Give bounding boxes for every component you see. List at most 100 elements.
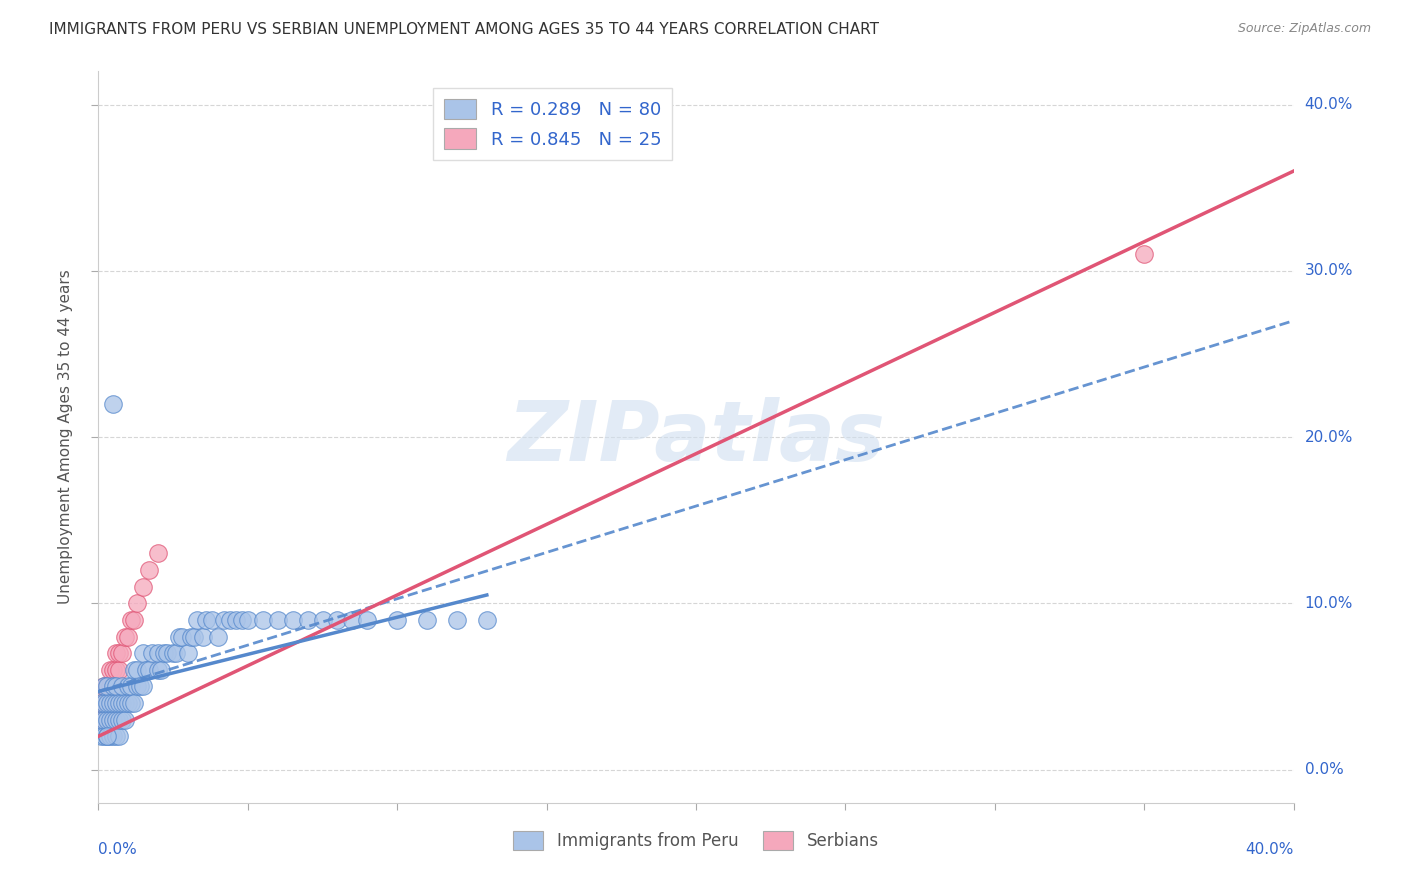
Point [165, 646, 187, 660]
Point [98, 713, 122, 727]
Point [127, 596, 149, 610]
Text: 0.0%: 0.0% [98, 842, 138, 856]
Point [111, 646, 134, 660]
Point [105, 663, 128, 677]
Point [111, 680, 134, 694]
Point [93, 713, 115, 727]
Text: 20.0%: 20.0% [1305, 430, 1353, 444]
Point [105, 646, 128, 660]
Point [138, 663, 160, 677]
Point [111, 713, 134, 727]
Point [124, 613, 146, 627]
Point [96, 729, 118, 743]
Point [93, 696, 115, 710]
Point [98, 663, 122, 677]
Point [90, 729, 112, 743]
Point [127, 663, 149, 677]
Point [183, 630, 205, 644]
Point [93, 713, 115, 727]
Point [141, 646, 163, 660]
Point [105, 696, 128, 710]
Point [90, 696, 112, 710]
Point [167, 630, 190, 644]
Point [103, 713, 125, 727]
Point [114, 630, 136, 644]
Point [98, 680, 122, 694]
Point [267, 613, 290, 627]
Point [231, 613, 253, 627]
Point [103, 696, 125, 710]
Point [180, 630, 202, 644]
Point [191, 630, 214, 644]
Point [98, 696, 122, 710]
Point [120, 680, 142, 694]
Point [186, 613, 208, 627]
Point [129, 680, 152, 694]
Point [148, 546, 170, 560]
Point [108, 713, 131, 727]
Point [135, 663, 157, 677]
Point [120, 696, 142, 710]
Point [162, 646, 184, 660]
Point [117, 696, 139, 710]
Point [156, 646, 179, 660]
Point [96, 696, 118, 710]
Point [120, 613, 142, 627]
Text: 0.0%: 0.0% [1305, 762, 1343, 777]
Point [93, 696, 115, 710]
Point [201, 613, 224, 627]
Point [297, 613, 319, 627]
Point [207, 630, 229, 644]
Point [138, 563, 160, 577]
Point [96, 680, 118, 694]
Point [105, 680, 128, 694]
Point [108, 696, 131, 710]
Point [385, 613, 409, 627]
Point [103, 397, 125, 411]
Point [252, 613, 274, 627]
Point [105, 729, 128, 743]
Point [1133, 247, 1156, 261]
Point [132, 680, 155, 694]
Point [236, 613, 259, 627]
Point [96, 713, 118, 727]
Point [103, 663, 125, 677]
Point [326, 613, 349, 627]
Point [219, 613, 242, 627]
Point [96, 729, 118, 743]
Point [311, 613, 333, 627]
Text: Source: ZipAtlas.com: Source: ZipAtlas.com [1237, 22, 1371, 36]
Point [132, 646, 155, 660]
Point [225, 613, 247, 627]
Text: 40.0%: 40.0% [1305, 97, 1353, 112]
Point [108, 663, 131, 677]
Point [93, 729, 115, 743]
Point [356, 613, 378, 627]
Legend: Immigrants from Peru, Serbians: Immigrants from Peru, Serbians [503, 821, 889, 860]
Point [114, 696, 136, 710]
Point [342, 613, 364, 627]
Point [117, 630, 139, 644]
Point [108, 646, 131, 660]
Point [117, 680, 139, 694]
Point [177, 646, 200, 660]
Text: IMMIGRANTS FROM PERU VS SERBIAN UNEMPLOYMENT AMONG AGES 35 TO 44 YEARS CORRELATI: IMMIGRANTS FROM PERU VS SERBIAN UNEMPLOY… [49, 22, 879, 37]
Point [96, 696, 118, 710]
Point [446, 613, 468, 627]
Text: 30.0%: 30.0% [1305, 263, 1353, 278]
Text: 40.0%: 40.0% [1246, 842, 1294, 856]
Point [148, 663, 170, 677]
Point [124, 696, 146, 710]
Point [103, 680, 125, 694]
Point [127, 680, 149, 694]
Point [93, 680, 115, 694]
Text: 10.0%: 10.0% [1305, 596, 1353, 611]
Point [93, 680, 115, 694]
Point [153, 646, 176, 660]
Point [96, 680, 118, 694]
Point [172, 630, 194, 644]
Point [111, 696, 134, 710]
Point [416, 613, 439, 627]
Y-axis label: Unemployment Among Ages 35 to 44 years: Unemployment Among Ages 35 to 44 years [58, 269, 73, 605]
Point [150, 663, 173, 677]
